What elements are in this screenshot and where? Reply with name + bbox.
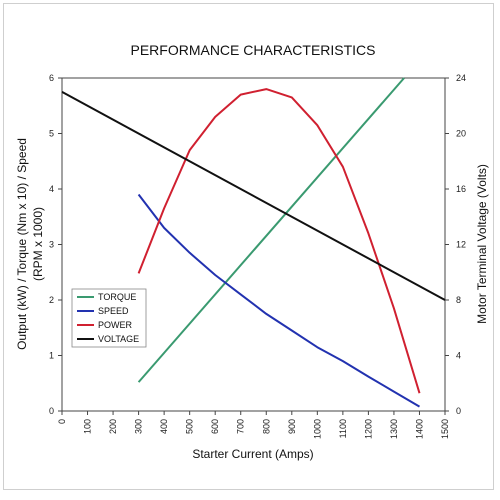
legend-label-speed: SPEED [98, 306, 129, 316]
y-left-tick-label: 0 [49, 406, 54, 416]
legend-label-power: POWER [98, 320, 133, 330]
y-left-tick-label: 3 [49, 240, 54, 250]
x-tick-label: 700 [236, 419, 246, 434]
chart-title: PERFORMANCE CHARACTERISTICS [130, 42, 375, 58]
y-right-tick-label: 12 [456, 240, 466, 250]
x-tick-label: 900 [287, 419, 297, 434]
x-tick-label: 1300 [389, 419, 399, 439]
x-tick-label: 500 [185, 419, 195, 434]
x-tick-label: 1400 [414, 419, 424, 439]
x-tick-label: 600 [210, 419, 220, 434]
axes: 0 100 200 300 400 500 600 700 800 900 1000 1100 1200… [49, 73, 466, 439]
y-left-tick-label: 1 [49, 351, 54, 361]
y-axis-right-title: Motor Terminal Voltage (Volts) [475, 164, 489, 324]
series-torque-line [137, 77, 405, 383]
x-tick-label: 400 [159, 419, 169, 434]
legend-box [71, 288, 147, 348]
x-tick-label: 1200 [363, 419, 373, 439]
y-left-tick-label: 5 [49, 129, 54, 139]
x-tick-label: 200 [108, 419, 118, 434]
y-right-tick-label: 16 [456, 184, 466, 194]
y-left-tick-label: 6 [49, 73, 54, 83]
legend-label-voltage: VOLTAGE [98, 334, 139, 344]
x-tick-label: 100 [83, 419, 93, 434]
series-speed-line [137, 193, 421, 408]
legend: TORQUE SPEED POWER VOLTAGE [71, 288, 147, 348]
x-tick-label: 1500 [440, 419, 450, 439]
x-tick-label: 1100 [338, 419, 348, 438]
y-right-tick-label: 24 [456, 73, 466, 83]
y-left-tick-label: 2 [49, 295, 54, 305]
y-right-tick-label: 20 [456, 129, 466, 139]
y-right-tick-label: 8 [456, 295, 461, 305]
x-tick-label: 1000 [312, 419, 322, 439]
series-voltage-line [61, 91, 446, 301]
y-axis-left-title-line2: (RPM x 1000) [31, 207, 45, 281]
y-right-tick-label: 4 [456, 351, 461, 361]
legend-label-torque: TORQUE [98, 292, 136, 302]
y-axis-left-title-line1: Output (kW) / Torque (Nm x 10) / Speed [15, 138, 29, 350]
x-tick-label: 300 [134, 419, 144, 434]
y-right-tick-label: 0 [456, 406, 461, 416]
x-tick-label: 0 [57, 419, 67, 424]
plot-area [61, 77, 446, 412]
chart-frame [3, 3, 494, 490]
y-left-tick-label: 4 [49, 184, 54, 194]
series-power-line [137, 88, 421, 394]
x-axis-title: Starter Current (Amps) [192, 447, 313, 461]
x-tick-label: 800 [261, 419, 271, 434]
series-lines [61, 77, 446, 408]
